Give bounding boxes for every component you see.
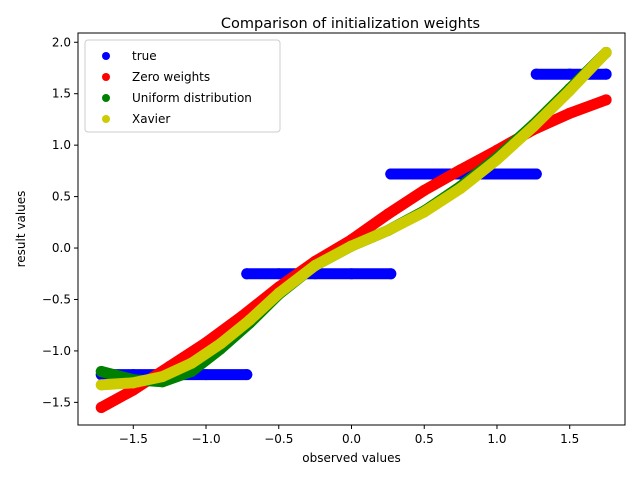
y-tick-label: −0.5 [42, 292, 71, 306]
data-point [527, 121, 539, 133]
y-tick-label: 1.0 [52, 138, 71, 152]
data-point [95, 402, 107, 414]
data-point [273, 287, 285, 299]
y-tick-label: 1.5 [52, 87, 71, 101]
data-point [455, 164, 467, 176]
data-point [418, 168, 430, 180]
data-point [95, 379, 107, 391]
data-point [346, 240, 357, 252]
plot-area [95, 47, 612, 414]
x-tick-label: 1.0 [487, 432, 506, 446]
data-point [564, 85, 576, 97]
data-point [382, 208, 394, 220]
data-point [185, 357, 197, 369]
y-tick-label: 0.0 [52, 241, 71, 255]
y-tick-label: −1.5 [42, 395, 71, 409]
x-tick-label: 0.0 [342, 432, 361, 446]
x-axis: −1.5 −1.0 −0.5 0.0 0.5 1.0 1.5 [119, 425, 579, 446]
data-point [418, 184, 430, 196]
y-tick-label: −1.0 [42, 344, 71, 358]
data-point [382, 225, 394, 237]
y-axis: −1.5 −1.0 −0.5 0.0 0.5 1.0 1.5 2.0 [42, 35, 78, 409]
y-tick-label: 0.5 [52, 190, 71, 204]
data-point [564, 68, 576, 80]
x-tick-label: −0.5 [264, 432, 293, 446]
y-tick-label: 2.0 [52, 35, 71, 49]
data-point [491, 154, 503, 166]
legend-label: Uniform distribution [132, 91, 252, 105]
legend-marker [102, 94, 110, 102]
data-point [95, 365, 107, 377]
series-line [95, 47, 612, 391]
legend-box [84, 39, 281, 133]
data-point [241, 268, 253, 280]
data-point [491, 168, 503, 180]
x-tick-label: 0.5 [415, 432, 434, 446]
legend-label: Zero weights [132, 70, 210, 84]
data-point [455, 182, 467, 194]
legend-marker [102, 115, 110, 123]
chart-title: Comparison of initialization weights [221, 16, 480, 32]
data-point [241, 369, 253, 381]
data-point [530, 68, 542, 80]
data-point [385, 268, 397, 280]
data-point [346, 268, 357, 280]
data-point [418, 206, 430, 218]
legend-marker [102, 52, 110, 60]
data-point [564, 107, 576, 119]
x-tick-label: 1.5 [560, 432, 579, 446]
data-point [200, 369, 212, 381]
data-point [215, 338, 227, 350]
x-tick-label: −1.0 [191, 432, 220, 446]
data-point [600, 47, 612, 59]
data-point [127, 377, 139, 389]
data-point [273, 268, 285, 280]
data-point [244, 314, 256, 326]
x-axis-label: observed values [302, 451, 400, 465]
data-point [309, 260, 321, 272]
data-point [385, 168, 397, 180]
y-axis-label: result values [14, 191, 28, 268]
legend: true Zero weights Uniform distribution Xavi… [84, 39, 281, 133]
data-point [600, 94, 612, 106]
plot-frame [77, 32, 626, 426]
x-tick-label: −1.5 [119, 432, 148, 446]
series-xavier [95, 47, 612, 391]
legend-label: Xavier [132, 112, 170, 126]
data-point [530, 168, 542, 180]
data-point [600, 68, 612, 80]
legend-marker [102, 73, 110, 81]
data-point [156, 371, 168, 383]
legend-label: true [132, 49, 157, 63]
